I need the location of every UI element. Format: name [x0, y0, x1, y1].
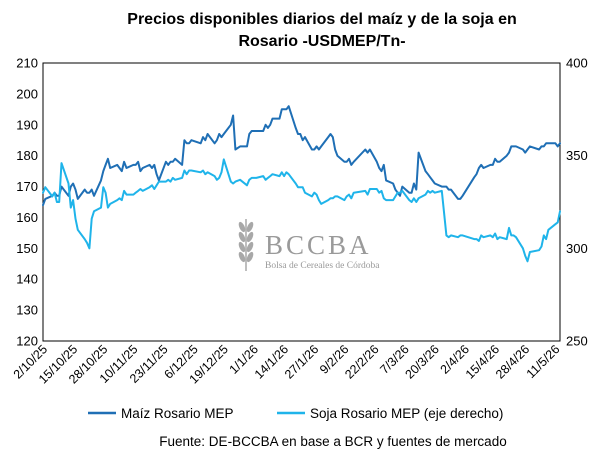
series-line-soja	[42, 158, 561, 263]
y-left-tick-label: 200	[16, 86, 38, 101]
chart-title-line-1: Precios disponibles diarios del maíz y d…	[127, 11, 516, 28]
y-left-tick-label: 160	[16, 210, 38, 225]
watermark-logo: BCCBA Bolsa de Cereales de Córdoba	[238, 219, 380, 271]
y-left-tick-label: 210	[16, 56, 38, 71]
y-left-tick-label: 190	[16, 117, 38, 132]
plot-frame	[42, 62, 561, 342]
x-tick-label: 22/2/26	[342, 342, 381, 381]
y-right-tick-label: 400	[566, 56, 588, 71]
x-tick-label: 27/1/26	[282, 342, 321, 381]
y-left-tick-label: 180	[16, 148, 38, 163]
y-left-tick-label: 120	[16, 334, 38, 349]
y-left-tick-label: 170	[16, 179, 38, 194]
series-line-maiz	[42, 105, 561, 207]
legend: Maíz Rosario MEP Soja Rosario MEP (eje d…	[88, 406, 503, 421]
source-note: Fuente: DE-BCCBA en base a BCR y fuentes…	[159, 434, 506, 449]
x-tick-label: 20/3/26	[403, 342, 442, 381]
y-left-tick-label: 150	[16, 241, 38, 256]
watermark-title: BCCBA	[265, 230, 372, 260]
y-right-tick-label: 250	[566, 334, 588, 349]
y-right-tick-label: 300	[566, 241, 588, 256]
x-tick-label: 28/4/26	[493, 342, 532, 381]
y-left-tick-label: 130	[16, 303, 38, 318]
x-tick-label: 11/5/26	[524, 342, 563, 381]
y-right-tick-label: 350	[566, 148, 588, 163]
legend-label-soja: Soja Rosario MEP (eje derecho)	[310, 406, 503, 421]
watermark-subtitle: Bolsa de Cereales de Córdoba	[265, 261, 380, 271]
wheat-icon	[238, 219, 254, 271]
legend-label-maiz: Maíz Rosario MEP	[121, 406, 234, 421]
series-layer	[42, 105, 561, 263]
chart-title-line-2: Rosario -USDMEP/Tn-	[238, 33, 405, 50]
y-left-tick-label: 140	[16, 272, 38, 287]
axes: 120 130 140 150 160 170 180 190 200 210 250 300 350 4…	[11, 56, 588, 387]
